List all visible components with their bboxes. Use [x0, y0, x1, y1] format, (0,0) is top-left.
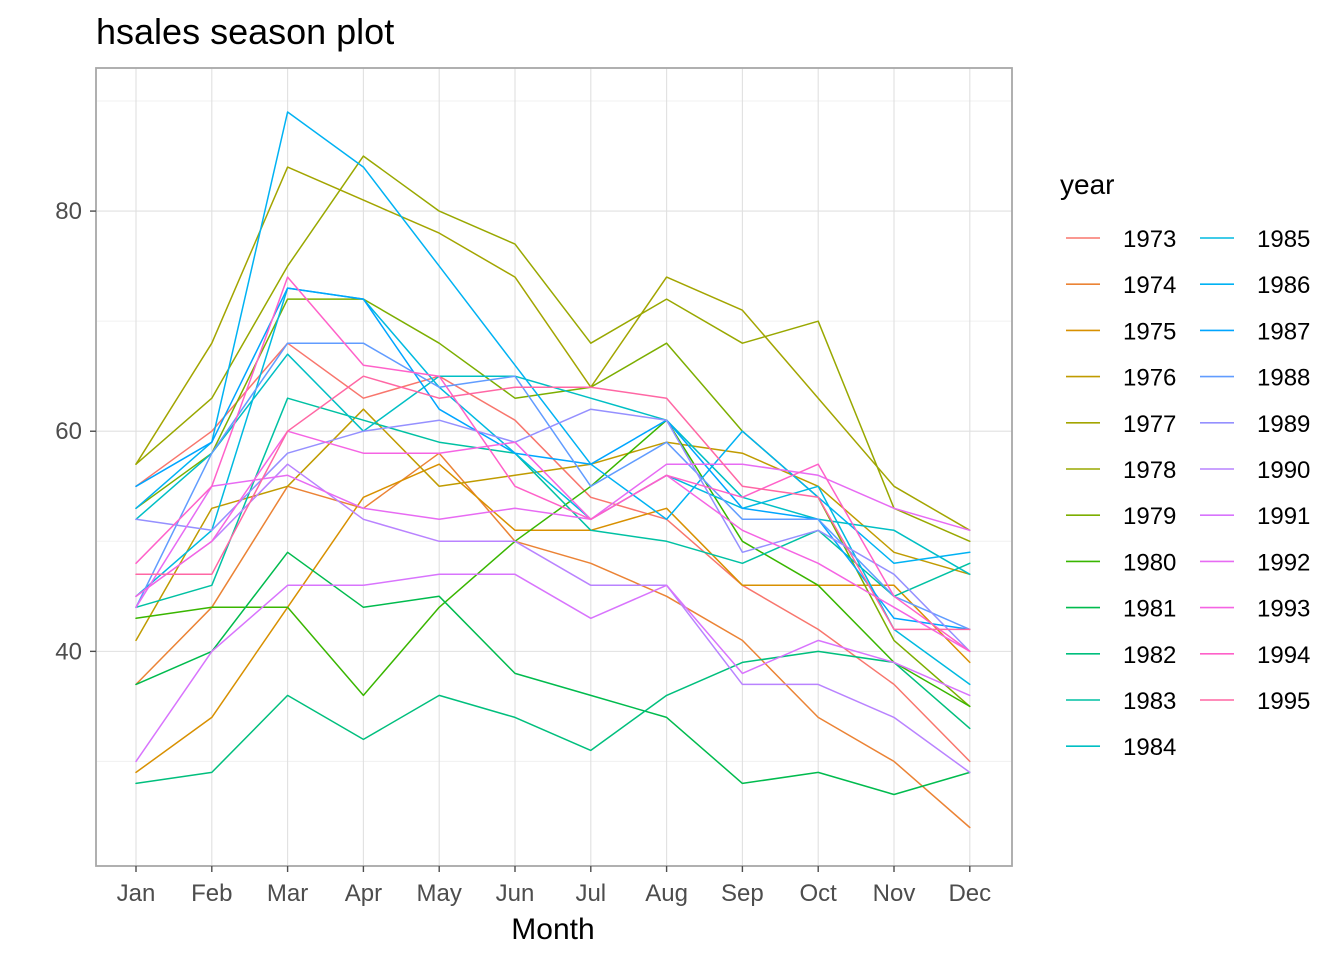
legend-label-1985: 1985: [1257, 226, 1310, 253]
series-line-1995: [135, 375, 971, 631]
y-tick-label: 80: [55, 198, 82, 225]
series-line-1986: [135, 111, 971, 565]
legend-label-1973: 1973: [1123, 226, 1176, 253]
legend-label-1990: 1990: [1257, 457, 1310, 484]
legend-label-1979: 1979: [1123, 503, 1176, 530]
legend-label-1983: 1983: [1123, 688, 1176, 715]
legend-label-1992: 1992: [1257, 549, 1310, 576]
chart-title: hsales season plot: [96, 11, 394, 52]
series-line-1977: [135, 166, 971, 532]
legend-label-1981: 1981: [1123, 596, 1176, 623]
series-line-1988: [135, 342, 971, 631]
legend-title: year: [1060, 169, 1114, 200]
legend-label-1982: 1982: [1123, 642, 1176, 669]
x-tick-label: Nov: [873, 880, 916, 907]
y-tick-label: 60: [55, 418, 82, 445]
x-tick-label: Mar: [267, 880, 308, 907]
legend-label-1978: 1978: [1123, 457, 1176, 484]
x-tick-label: Aug: [645, 880, 688, 907]
series-line-1983: [135, 397, 971, 609]
legend-label-1993: 1993: [1257, 596, 1310, 623]
legend-label-1995: 1995: [1257, 688, 1310, 715]
y-tick-label: 40: [55, 638, 82, 665]
series-line-1975: [135, 463, 971, 774]
legend-label-1988: 1988: [1257, 365, 1310, 392]
legend-label-1976: 1976: [1123, 365, 1176, 392]
series-line-1993: [135, 430, 971, 653]
series-line-1982: [135, 650, 971, 785]
x-tick-label: Jun: [496, 880, 535, 907]
series-lines: [135, 111, 971, 829]
x-tick-label: Feb: [191, 880, 232, 907]
series-line-1978: [135, 155, 971, 543]
legend-label-1991: 1991: [1257, 503, 1310, 530]
x-tick-label: Oct: [800, 880, 838, 907]
legend-label-1974: 1974: [1123, 272, 1176, 299]
series-line-1989: [135, 408, 971, 653]
x-tick-label: Sep: [721, 880, 764, 907]
x-axis-title: Month: [511, 913, 594, 946]
x-tick-label: May: [417, 880, 462, 907]
x-tick-label: Jan: [117, 880, 156, 907]
legend-label-1987: 1987: [1257, 318, 1310, 345]
series-line-1981: [135, 551, 971, 796]
legend-label-1984: 1984: [1123, 734, 1176, 761]
series-line-1992: [135, 463, 971, 609]
series-line-1985: [135, 287, 971, 686]
grid: [96, 68, 1012, 866]
axes: 40 60 80 Jan Feb Mar Apr May Jun Jul Aug Sep Oct Nov D…: [55, 198, 991, 907]
x-tick-label: Apr: [345, 880, 382, 907]
legend-label-1994: 1994: [1257, 642, 1310, 669]
legend-label-1977: 1977: [1123, 411, 1176, 438]
x-tick-label: Dec: [948, 880, 991, 907]
legend-label-1975: 1975: [1123, 318, 1176, 345]
legend-label-1986: 1986: [1257, 272, 1310, 299]
series-line-1974: [135, 452, 971, 829]
legend-label-1989: 1989: [1257, 411, 1310, 438]
legend-label-1980: 1980: [1123, 549, 1176, 576]
series-line-1994: [135, 276, 971, 653]
series-line-1976: [135, 408, 971, 642]
series-line-1991: [135, 573, 971, 763]
x-tick-label: Jul: [575, 880, 606, 907]
panel-border: [95, 67, 1013, 867]
legend: year 1973 1974 1975 1976 1977 1978 1979 1980 198…: [1060, 169, 1310, 761]
